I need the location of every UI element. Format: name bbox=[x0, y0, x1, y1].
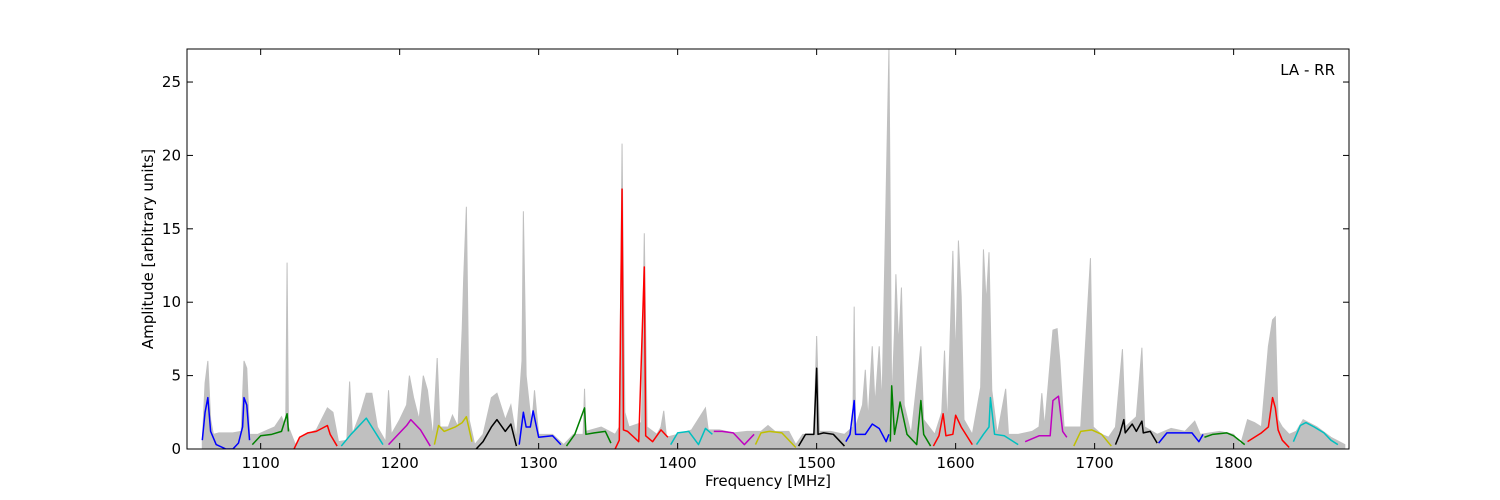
subband-line bbox=[670, 427, 713, 446]
plot-area bbox=[201, 49, 1346, 449]
subband-line bbox=[975, 396, 1019, 446]
annotation: LA - RR bbox=[1280, 61, 1335, 79]
subband-line bbox=[1157, 432, 1204, 444]
y-tick-label: 15 bbox=[162, 220, 181, 238]
x-tick-label: 1700 bbox=[1076, 454, 1114, 472]
subband-line bbox=[565, 407, 612, 447]
subband-line bbox=[1247, 396, 1290, 449]
subband-line bbox=[1292, 421, 1339, 446]
subband-line bbox=[387, 418, 431, 447]
subband-line bbox=[340, 417, 384, 447]
y-axis-label: Amplitude [arbitrary units] bbox=[139, 149, 157, 349]
x-tick-label: 1100 bbox=[242, 454, 280, 472]
y-tick-label: 10 bbox=[162, 293, 181, 311]
x-tick-label: 1500 bbox=[798, 454, 836, 472]
x-tick-label: 1300 bbox=[520, 454, 558, 472]
x-tick-label: 1600 bbox=[937, 454, 975, 472]
subband-line bbox=[1073, 429, 1112, 447]
y-tick-label: 0 bbox=[171, 440, 181, 458]
subband-line bbox=[475, 418, 518, 449]
x-tick-label: 1200 bbox=[381, 454, 419, 472]
x-tick-label: 1800 bbox=[1215, 454, 1253, 472]
subband-line bbox=[1204, 432, 1246, 446]
subband-line bbox=[754, 430, 797, 449]
subband-line bbox=[293, 424, 338, 449]
subband-line bbox=[797, 367, 845, 447]
subband-line bbox=[251, 413, 290, 446]
subband-line bbox=[1114, 418, 1158, 445]
axes-frame bbox=[186, 48, 1350, 450]
subband-line bbox=[932, 413, 973, 447]
y-tick-label: 25 bbox=[162, 73, 181, 91]
x-tick-label: 1400 bbox=[659, 454, 697, 472]
subband-line bbox=[201, 396, 251, 449]
subband-line bbox=[433, 415, 473, 445]
spectrum-area bbox=[201, 49, 1346, 449]
y-tick-label: 5 bbox=[171, 367, 181, 385]
subband-line bbox=[1024, 395, 1068, 443]
subband-line bbox=[614, 188, 669, 449]
subband-line bbox=[845, 399, 890, 443]
subband-line bbox=[518, 410, 562, 446]
y-tick-label: 20 bbox=[162, 146, 181, 164]
subband-line bbox=[713, 430, 755, 446]
x-axis-label: Frequency [MHz] bbox=[705, 472, 831, 490]
subband-line bbox=[889, 385, 932, 447]
